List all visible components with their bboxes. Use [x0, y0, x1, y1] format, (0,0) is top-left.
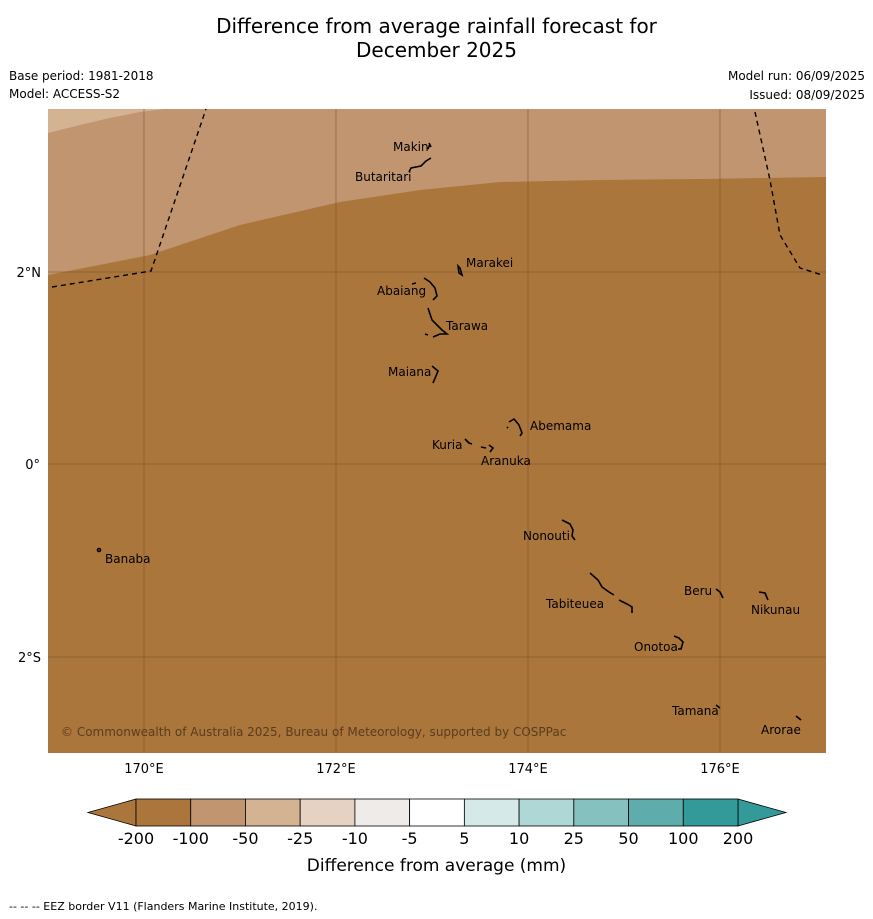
issued-date: Issued: 08/09/2025: [749, 88, 865, 102]
label-onotoa: Onotoa: [634, 640, 678, 654]
base-period: Base period: 1981-2018: [9, 69, 154, 83]
label-abemama: Abemama: [530, 419, 591, 433]
colorbar-tick-label: 10: [509, 829, 529, 848]
x-tick-176e: 176°E: [700, 762, 740, 777]
x-tick-174e: 174°E: [508, 762, 548, 777]
label-kuria: Kuria: [432, 438, 463, 452]
colorbar-over-arrow: [737, 798, 788, 827]
colorbar-swatch: [245, 798, 301, 827]
colorbar-swatch: [518, 798, 575, 827]
island-butaritari: [408, 157, 432, 173]
map-plot-area: [48, 109, 826, 753]
label-tamana: Tamana: [671, 704, 719, 718]
island-onotoa: [673, 635, 684, 650]
axis-ticks: 170°E 172°E 174°E 176°E 2°N 0° 2°S: [17, 266, 740, 777]
colorbar-swatch: [628, 798, 684, 827]
label-butaritari: Butaritari: [355, 170, 412, 184]
colorbar-title: Difference from average (mm): [306, 856, 567, 876]
colorbar-tick-label: 200: [723, 829, 754, 848]
rainfall-map: Makin Butaritari Marakei Abaiang Tarawa …: [17, 108, 826, 848]
colorbar-swatch: [299, 798, 356, 827]
label-tarawa: Tarawa: [445, 319, 488, 333]
label-arorae: Arorae: [761, 723, 801, 737]
colorbar-swatch: [190, 798, 246, 827]
colorbar-tick-label: 25: [564, 829, 584, 848]
label-tabiteuea: Tabiteuea: [545, 597, 604, 611]
island-nonouti: [561, 519, 576, 541]
label-marakei: Marakei: [466, 256, 513, 270]
colorbar-swatch: [135, 798, 192, 827]
chart-title-line1: Difference from average rainfall forecas…: [216, 14, 657, 38]
island-abaiang: [411, 277, 438, 301]
model-name: Model: ACCESS-S2: [9, 87, 121, 101]
island-maiana: [431, 365, 439, 384]
model-run: Model run: 06/09/2025: [727, 69, 865, 83]
colorbar-swatch: [463, 798, 520, 827]
island-outlines: [96, 142, 802, 721]
colorbar-tick-label: 100: [668, 829, 699, 848]
x-tick-172e: 172°E: [316, 762, 356, 777]
island-arorae: [795, 715, 802, 721]
x-tick-170e: 170°E: [124, 762, 164, 777]
label-nonouti: Nonouti: [523, 529, 570, 543]
island-labels: Makin Butaritari Marakei Abaiang Tarawa …: [105, 140, 801, 737]
y-tick-2s: 2°S: [18, 651, 41, 666]
island-banaba: [96, 547, 102, 553]
colorbar-swatch: [354, 798, 411, 827]
island-nikunau: [758, 591, 769, 601]
colorbar-swatch: [573, 798, 629, 827]
label-nikunau: Nikunau: [751, 603, 800, 617]
colorbar-swatch: [682, 798, 739, 827]
island-kuria: [464, 438, 473, 445]
colorbar-tick-label: 5: [459, 829, 469, 848]
colorbar: -200 -100 -50 -25 -10 -5 5 10 25 50 100 200: [86, 798, 788, 848]
chart-title-line2: December 2025: [356, 38, 517, 62]
label-makin: Makin: [393, 140, 429, 154]
island-beru: [715, 588, 724, 599]
label-aranuka: Aranuka: [481, 454, 531, 468]
y-tick-0: 0°: [25, 458, 40, 473]
eez-border-west: [51, 108, 207, 288]
band-minus-100: [48, 109, 826, 275]
band-minus-50: [48, 109, 165, 133]
island-tamana: [715, 704, 721, 709]
label-abaiang: Abaiang: [377, 284, 426, 298]
island-marakei: [456, 263, 464, 277]
colorbar-tick-label: -5: [402, 829, 418, 848]
colorbar-tick-label: -200: [118, 829, 154, 848]
eez-footnote: -- -- -- EEZ border V11 (Flanders Marine…: [9, 900, 318, 913]
island-makin: [427, 142, 432, 150]
island-abemama: [506, 417, 523, 437]
label-beru: Beru: [684, 584, 712, 598]
gridlines: [48, 109, 826, 753]
colorbar-tick-label: -100: [173, 829, 209, 848]
colorbar-tick-label: 50: [618, 829, 638, 848]
eez-border: [51, 108, 823, 288]
label-banaba: Banaba: [105, 552, 151, 566]
island-tarawa: [424, 307, 450, 338]
copyright-notice: © Commonwealth of Australia 2025, Bureau…: [61, 725, 566, 739]
colorbar-tick-label: -25: [287, 829, 313, 848]
colorbar-tick-label: -10: [342, 829, 368, 848]
eez-border-east: [754, 111, 823, 276]
label-maiana: Maiana: [388, 365, 431, 379]
colorbar-under-arrow: [86, 798, 137, 827]
colorbar-tick-label: -50: [232, 829, 258, 848]
colorbar-swatch: [409, 798, 465, 827]
island-tabiteuea: [589, 572, 633, 613]
island-aranuka: [480, 444, 495, 453]
y-tick-2n: 2°N: [17, 266, 42, 281]
